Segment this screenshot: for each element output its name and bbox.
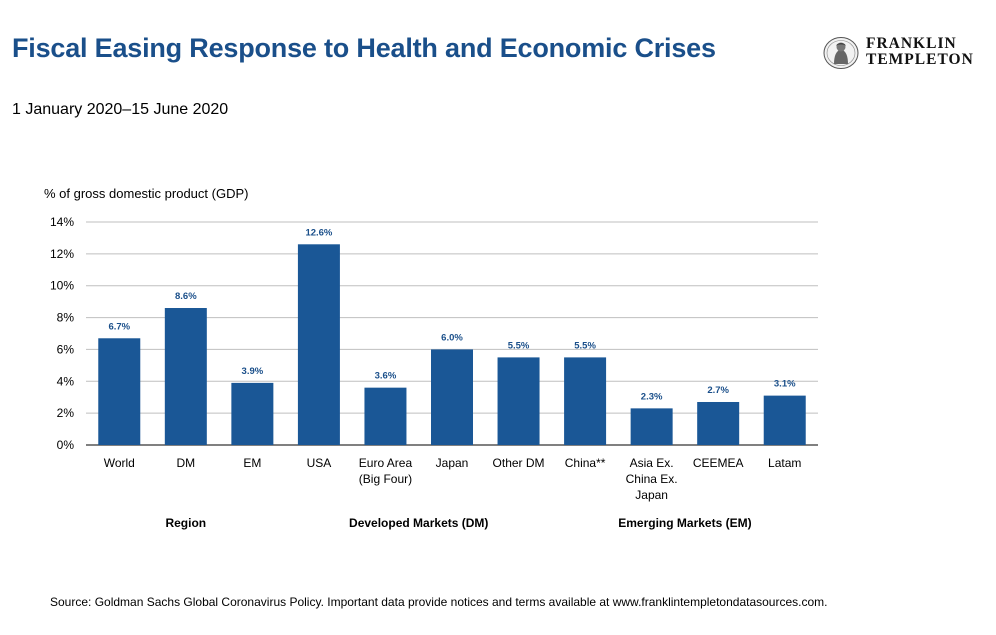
y-tick-label: 14% — [50, 215, 74, 229]
bar — [98, 338, 141, 445]
y-tick-label: 2% — [57, 406, 75, 420]
page-title: Fiscal Easing Response to Health and Eco… — [12, 33, 716, 63]
y-tick-label: 6% — [57, 342, 75, 356]
bar — [763, 395, 806, 445]
data-label: 12.6% — [305, 227, 332, 238]
bar — [297, 244, 340, 445]
bar-chart: 0% 2% 4% 6% 8% 10% 12% 14% 6.7% World 8.6% DM 3.9% EM… — [50, 215, 818, 530]
data-label: 6.0% — [441, 332, 463, 343]
x-tick-label: Euro Area (Big Four) — [359, 456, 413, 486]
logo-line-2: TEMPLETON — [866, 51, 974, 68]
x-tick-label: DM — [176, 456, 195, 470]
benjamin-franklin-seal-icon — [823, 37, 859, 69]
bar — [497, 357, 540, 445]
x-tick-label: Latam — [768, 456, 801, 470]
bar — [231, 382, 274, 445]
data-label: 2.7% — [707, 385, 729, 396]
group-label: Region — [165, 516, 206, 530]
y-tick-label: 12% — [50, 247, 74, 261]
bar — [164, 308, 207, 445]
y-tick-label: 8% — [57, 311, 75, 325]
y-tick-label: 10% — [50, 279, 74, 293]
date-range-subtitle: 1 January 2020–15 June 2020 — [12, 101, 229, 118]
data-label: 3.6% — [375, 371, 397, 382]
data-label: 5.5% — [574, 340, 596, 351]
y-axis-label: % of gross domestic product (GDP) — [44, 186, 249, 201]
data-label: 6.7% — [108, 321, 130, 332]
x-tick-label: EM — [243, 456, 261, 470]
bar — [697, 401, 740, 445]
group-label: Developed Markets (DM) — [349, 516, 488, 530]
data-label: 3.1% — [774, 379, 796, 390]
x-tick-label: USA — [307, 456, 332, 470]
y-tick-label: 0% — [57, 438, 75, 452]
x-tick-label: CEEMEA — [693, 456, 744, 470]
x-tick-label: China** — [565, 456, 606, 470]
y-tick-label: 4% — [57, 374, 75, 388]
logo-line-1: FRANKLIN — [866, 35, 957, 52]
data-label: 8.6% — [175, 291, 197, 302]
bar — [364, 387, 407, 445]
group-label: Emerging Markets (EM) — [618, 516, 751, 530]
x-tick-label: Asia Ex. China Ex. Japan — [626, 456, 678, 502]
franklin-templeton-logo: FRANKLIN TEMPLETON — [822, 36, 987, 72]
data-label: 2.3% — [641, 391, 663, 402]
data-label: 5.5% — [508, 340, 530, 351]
bar — [564, 357, 607, 445]
x-tick-label: World — [104, 456, 135, 470]
source-note: Source: Goldman Sachs Global Coronavirus… — [50, 595, 828, 609]
bar — [431, 349, 473, 445]
x-tick-label: Japan — [436, 456, 469, 470]
bar — [630, 408, 673, 445]
data-label: 3.9% — [242, 366, 264, 377]
x-tick-label: Other DM — [493, 456, 545, 470]
